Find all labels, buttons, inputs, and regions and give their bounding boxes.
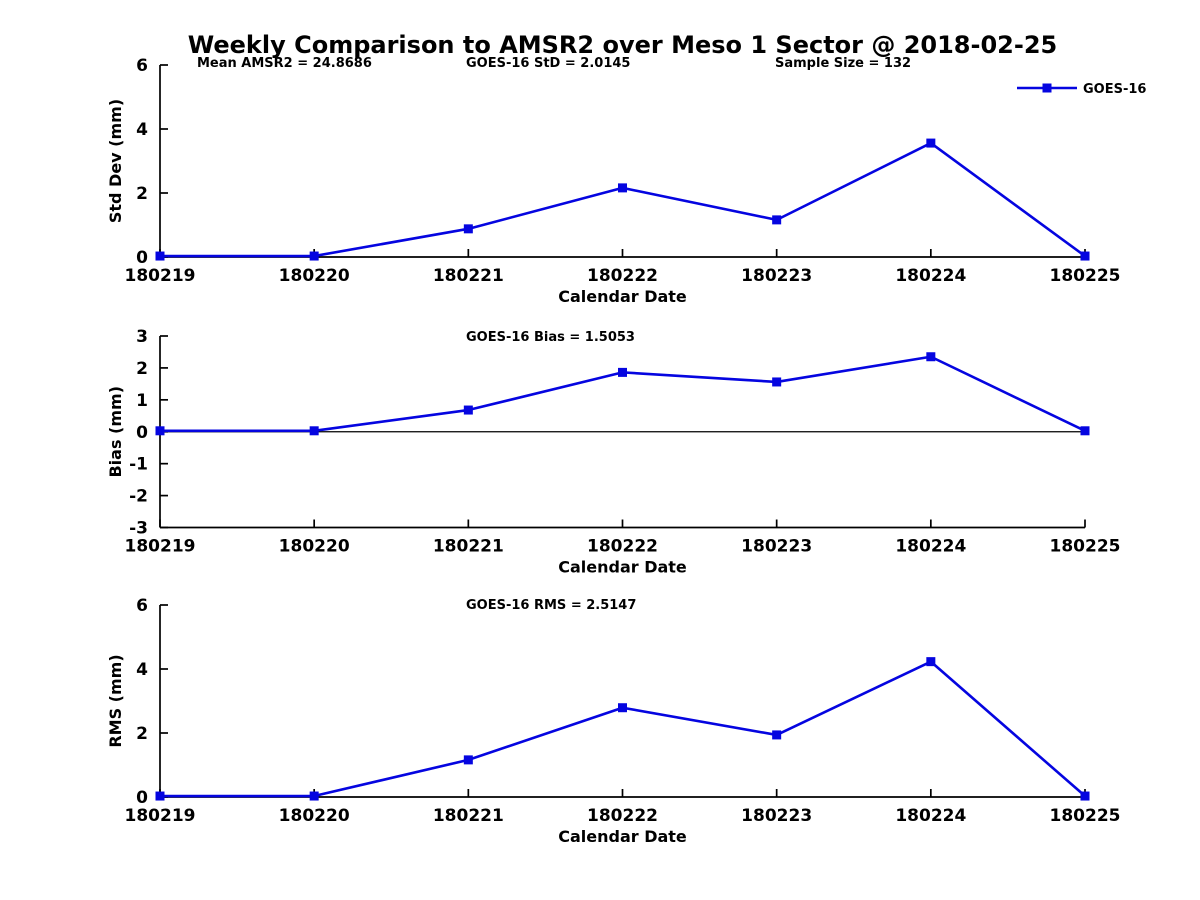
x-tick-label: 180219 — [125, 806, 196, 826]
series-line — [160, 141, 1086, 258]
annotation-text: Sample Size = 132 — [775, 56, 911, 71]
y-tick-label: 1 — [136, 391, 148, 411]
data-point-marker — [463, 755, 473, 765]
y-tick-label: 2 — [136, 724, 148, 744]
data-point-marker — [772, 730, 782, 740]
data-point-marker — [1080, 426, 1090, 436]
data-point-marker — [618, 367, 627, 377]
x-tick-label: 180221 — [433, 806, 504, 826]
data-point-marker — [618, 183, 627, 193]
data-point-marker — [155, 251, 165, 261]
series-line — [160, 355, 1086, 433]
annotation-text: GOES-16 RMS = 2.5147 — [466, 598, 636, 613]
data-point-marker — [309, 791, 319, 801]
x-axis-title: Calendar Date — [558, 827, 687, 846]
y-axis-title: Bias (mm) — [106, 386, 125, 478]
x-tick-label: 180223 — [741, 806, 812, 826]
data-point-marker — [772, 215, 782, 225]
x-tick-label: 180219 — [125, 537, 196, 557]
data-point-marker — [155, 791, 165, 801]
x-tick-label: 180221 — [433, 537, 504, 557]
x-tick-label: 180220 — [279, 537, 350, 557]
data-point-marker — [926, 657, 936, 667]
y-tick-label: 6 — [136, 56, 148, 76]
annotation-text: GOES-16 Bias = 1.5053 — [466, 330, 635, 345]
x-tick-label: 180220 — [279, 806, 350, 826]
legend-label: GOES-16 — [1083, 82, 1146, 97]
y-tick-label: 0 — [136, 788, 148, 808]
x-tick-label: 180224 — [895, 537, 966, 557]
x-tick-label: 180225 — [1050, 266, 1121, 286]
data-point-marker — [309, 426, 319, 436]
x-tick-label: 180222 — [587, 806, 658, 826]
y-tick-label: 2 — [136, 359, 148, 379]
annotation-text: Mean AMSR2 = 24.8686 — [197, 56, 372, 71]
x-tick-label: 180223 — [741, 537, 812, 557]
y-tick-label: 4 — [136, 660, 148, 680]
y-axis-title: Std Dev (mm) — [106, 99, 125, 223]
x-tick-label: 180225 — [1050, 806, 1121, 826]
y-tick-label: 0 — [136, 423, 148, 443]
x-tick-label: 180220 — [279, 266, 350, 286]
data-point-marker — [155, 426, 165, 436]
x-tick-label: 180219 — [125, 266, 196, 286]
y-tick-label: -1 — [129, 455, 148, 475]
y-tick-label: 3 — [136, 327, 148, 347]
x-tick-label: 180222 — [587, 537, 658, 557]
data-point-marker — [772, 377, 782, 387]
x-tick-label: 180225 — [1050, 537, 1121, 557]
annotation-text: GOES-16 StD = 2.0145 — [466, 56, 630, 71]
x-tick-label: 180224 — [895, 266, 966, 286]
std_dev-plot: 0 2 4 6 180219 180220 180221 180222 180223 180224… — [106, 56, 1146, 306]
data-point-marker — [926, 352, 936, 362]
y-tick-label: -2 — [129, 487, 148, 507]
figure-title: Weekly Comparison to AMSR2 over Meso 1 S… — [187, 31, 1058, 59]
y-tick-label: -3 — [129, 519, 148, 539]
x-axis-title: Calendar Date — [558, 558, 687, 577]
data-point-marker — [463, 405, 473, 415]
series-line — [160, 660, 1086, 798]
y-tick-label: 0 — [136, 248, 148, 268]
x-tick-label: 180223 — [741, 266, 812, 286]
y-tick-label: 6 — [136, 596, 148, 616]
x-tick-label: 180222 — [587, 266, 658, 286]
x-tick-label: 180221 — [433, 266, 504, 286]
x-tick-label: 180224 — [895, 806, 966, 826]
data-point-marker — [463, 224, 473, 234]
data-point-marker — [1080, 791, 1090, 801]
y-tick-label: 2 — [136, 184, 148, 204]
data-point-marker — [926, 138, 936, 148]
rms-plot: 0 2 4 6 180219 180220 180221 180222 180223 180224… — [106, 596, 1120, 846]
data-point-marker — [618, 703, 627, 713]
data-point-marker — [309, 251, 319, 261]
legend-marker — [1042, 83, 1052, 93]
x-axis-title: Calendar Date — [558, 287, 687, 306]
y-axis-title: RMS (mm) — [106, 654, 125, 747]
y-tick-label: 4 — [136, 120, 148, 140]
legend: GOES-16 — [1017, 82, 1146, 97]
data-point-marker — [1080, 251, 1090, 261]
